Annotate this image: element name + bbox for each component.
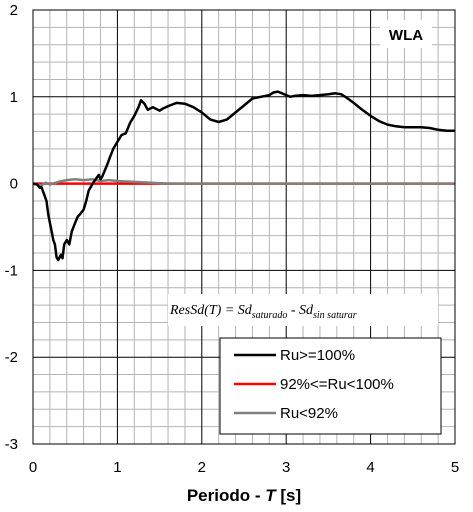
- x-tick-labels: 0 1 2 3 4 5: [29, 459, 459, 476]
- y-tick-label: -3: [5, 436, 18, 453]
- series-line-ru-below-92: [32, 178, 455, 187]
- legend: Ru>=100% 92%<=Ru<100% Ru<92%: [219, 337, 442, 435]
- x-tick-label: 1: [113, 459, 121, 476]
- panel-label: WLA: [389, 27, 423, 44]
- legend-label-ru-below-92: Ru<92%: [280, 405, 338, 422]
- formula-box: [168, 294, 438, 326]
- x-tick-label: 3: [282, 459, 290, 476]
- x-tick-label: 2: [198, 459, 206, 476]
- y-tick-label: 2: [10, 2, 18, 19]
- y-tick-label: 0: [10, 176, 18, 193]
- x-tick-label: 5: [451, 459, 459, 476]
- series-layer: [32, 90, 455, 262]
- x-axis-label: Periodo - T [s]: [187, 486, 301, 505]
- y-tick-labels: 2 1 0 -1 -2 -3: [5, 2, 18, 453]
- legend-label-ru-92-100: 92%<=Ru<100%: [280, 376, 394, 393]
- x-tick-label: 4: [366, 459, 374, 476]
- x-tick-label: 0: [29, 459, 37, 476]
- formula-annotation: ResSd(T) = Sdsaturado - Sdsin saturar: [169, 303, 357, 321]
- y-tick-label: -1: [5, 262, 18, 279]
- y-tick-label: -2: [5, 349, 18, 366]
- panel-label-box: [380, 20, 432, 48]
- series-line-ru-100: [32, 90, 455, 262]
- y-tick-label: 1: [10, 89, 18, 106]
- legend-label-ru-100: Ru>=100%: [280, 347, 355, 364]
- plot-frame: [32, 9, 456, 445]
